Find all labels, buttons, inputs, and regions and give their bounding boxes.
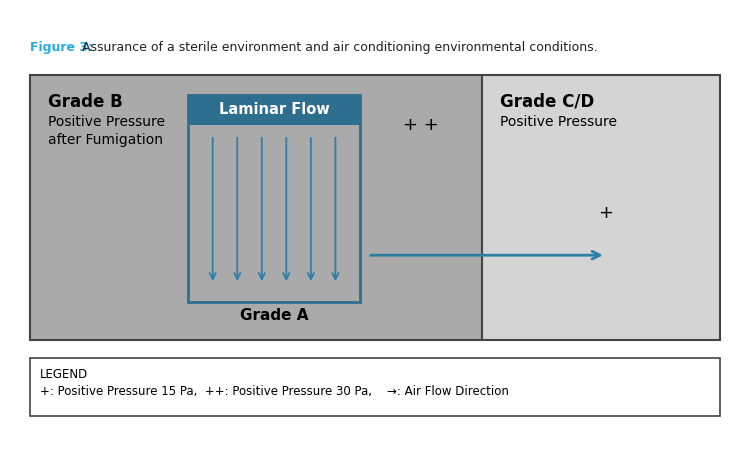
Text: +: Positive Pressure 15 Pa,  ++: Positive Pressure 30 Pa,    →: Air Flow Directi: +: Positive Pressure 15 Pa, ++: Positive… <box>40 385 508 398</box>
Bar <box>30 75 482 340</box>
Bar <box>188 95 360 125</box>
Text: Laminar Flow: Laminar Flow <box>219 103 329 117</box>
Bar <box>188 125 360 302</box>
Bar <box>30 75 720 340</box>
Text: after Fumigation: after Fumigation <box>48 133 163 147</box>
Text: LEGEND: LEGEND <box>40 368 88 381</box>
Text: Positive Pressure: Positive Pressure <box>500 115 617 129</box>
Text: Figure 3:: Figure 3: <box>30 41 93 54</box>
Text: +: + <box>598 204 613 222</box>
Bar <box>30 358 720 416</box>
Text: Assurance of a sterile environment and air conditioning environmental conditions: Assurance of a sterile environment and a… <box>78 41 598 54</box>
Bar <box>482 75 720 340</box>
Text: + +: + + <box>403 116 439 134</box>
Bar <box>188 95 360 302</box>
Text: Positive Pressure: Positive Pressure <box>48 115 165 129</box>
Text: Grade C/D: Grade C/D <box>500 93 594 111</box>
Text: Grade B: Grade B <box>48 93 123 111</box>
Text: Grade A: Grade A <box>240 308 308 323</box>
